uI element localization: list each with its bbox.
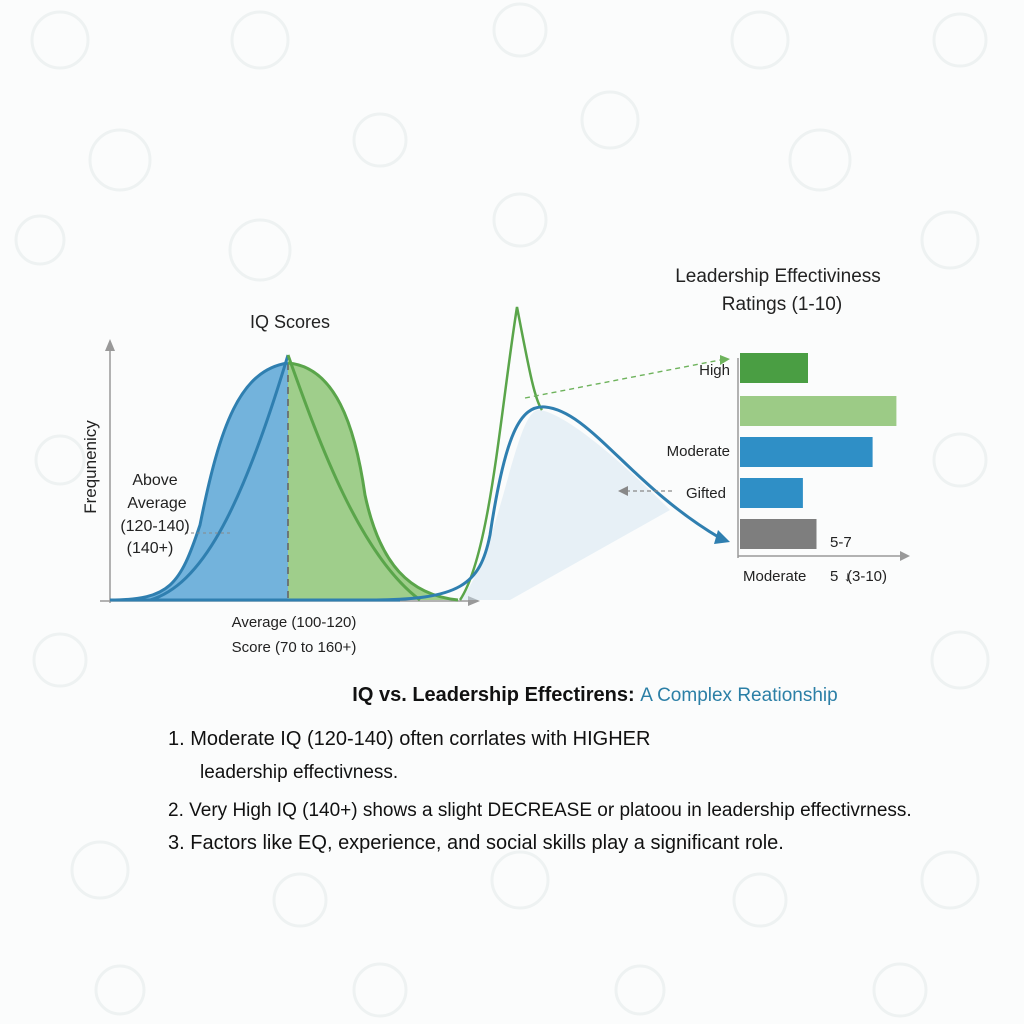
blue-curve-arrowhead: [714, 530, 730, 544]
finding-1-continuation: leadership effectivness.: [200, 762, 399, 783]
heading-main: IQ vs. Leadership Effectirens:: [352, 684, 635, 706]
bar-label-high: High: [699, 362, 730, 379]
chart-title-line-1: Leadership Effectiviness: [675, 266, 881, 287]
y-axis-label: Frequnenicy: [81, 420, 100, 514]
blue-distribution-outline: [109, 361, 289, 602]
finding-3-text: Factors like EQ, experience, and social …: [190, 832, 784, 854]
finding-3: 3. Factors like EQ, experience, and soci…: [168, 832, 784, 855]
green-peak-diagonal: [286, 354, 421, 602]
annotation-line-1: Above: [132, 472, 177, 489]
annotation-line-2: Average: [127, 495, 186, 512]
rating-bar-4: [740, 478, 803, 508]
rating-bar-1: [740, 353, 808, 383]
finding-1-number: 1.: [168, 728, 185, 750]
x-tick-label-range: (3-10): [847, 568, 887, 585]
green-dashed-connector: [524, 359, 721, 399]
blue-distribution-area: [110, 363, 288, 600]
shaded-curve-area: [460, 409, 670, 600]
x-axis-arrow: [468, 596, 480, 606]
rating-bar-2: [740, 396, 897, 426]
findings-heading: IQ vs. Leadership Effectirens: A Complex…: [0, 684, 1024, 707]
value-label: 5-7: [830, 534, 852, 551]
finding-1: 1. Moderate IQ (120-140) often corrlates…: [168, 728, 650, 751]
x-tick-marker: ↓: [844, 568, 851, 584]
heading-sub: A Complex Reationship: [640, 685, 838, 706]
chart-title-line-2: Ratings (1-10): [722, 294, 842, 315]
annotation-line-3: (120-140): [120, 518, 189, 535]
x-axis-label-2: Score (70 to 160+): [232, 639, 357, 656]
green-distribution-area: [288, 363, 458, 600]
bar-label-gifted: Gifted: [686, 485, 726, 502]
x-axis-label-1: Average (100-120): [232, 614, 357, 631]
y-axis-arrow: [105, 339, 115, 351]
green-distribution-outline: [287, 361, 459, 602]
x-tick-label-moderate: Moderate: [743, 568, 806, 585]
chart-title: IQ Scores: [250, 312, 330, 332]
annotation-line-4: (140+): [127, 540, 174, 557]
iq-distribution-chart: IQ Scores Frequnenicy Above Average (120…: [81, 312, 480, 656]
finding-3-number: 3.: [168, 832, 185, 854]
grey-connector-arrow: [618, 486, 628, 496]
rating-bar-5: [740, 519, 817, 549]
leadership-ratings-chart: Leadership Effectiviness Ratings (1-10) …: [369, 266, 910, 602]
x-axis-arrow: [900, 551, 910, 561]
rating-bar-3: [740, 437, 873, 467]
finding-2-text: Very High IQ (140+) shows a slight DECRE…: [189, 800, 912, 821]
green-spike-curve: [458, 306, 544, 601]
finding-2: 2. Very High IQ (140+) shows a slight DE…: [168, 800, 912, 822]
blue-peak-diagonal: [149, 354, 290, 602]
blue-rise-curve: [369, 405, 721, 602]
finding-2-number: 2.: [168, 800, 184, 821]
finding-1-text: Moderate IQ (120-140) often corrlates wi…: [190, 728, 651, 750]
x-tick-label-5: 5: [830, 568, 838, 585]
green-connector-arrow: [720, 355, 730, 365]
bar-label-moderate: Moderate: [667, 443, 730, 460]
